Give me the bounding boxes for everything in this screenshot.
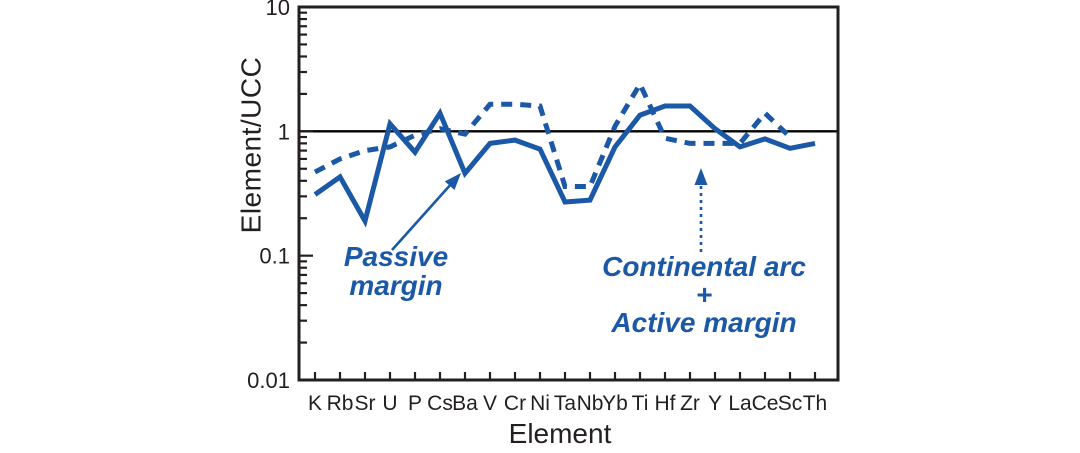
passive-margin-arrow bbox=[391, 173, 461, 251]
y-tick-label: 10 bbox=[266, 0, 290, 20]
x-tick-label-Y: Y bbox=[708, 392, 722, 415]
annotation-continental-arc-line2: + bbox=[695, 279, 713, 310]
annotation-passive-margin: Passive margin bbox=[330, 242, 462, 300]
x-tick-label-Th: Th bbox=[803, 392, 828, 415]
x-tick-label-Yb: Yb bbox=[602, 392, 628, 415]
annotation-continental-arc-line3: Active margin bbox=[611, 307, 797, 338]
x-tick-label-Ba: Ba bbox=[452, 392, 478, 415]
x-tick-label-Ni: Ni bbox=[530, 392, 550, 415]
x-axis-title: Element bbox=[508, 418, 612, 449]
x-tick-label-Ti: Ti bbox=[632, 392, 649, 415]
x-tick-label-Zr: Zr bbox=[680, 392, 700, 415]
x-tick-label-Rb: Rb bbox=[327, 392, 354, 415]
x-tick-label-Cr: Cr bbox=[504, 392, 526, 415]
passive-margin-arrow-head bbox=[444, 173, 461, 190]
y-axis-ticks bbox=[299, 5, 313, 382]
x-tick-label-U: U bbox=[382, 392, 397, 415]
y-axis-tick-labels: 10 1 0.1 0.01 bbox=[247, 0, 290, 393]
annotation-passive-margin-line1: Passive bbox=[343, 241, 449, 272]
x-tick-label-Cs: Cs bbox=[427, 392, 453, 415]
annotation-continental-arc-line1: Continental arc bbox=[602, 251, 806, 282]
y-tick-label: 1 bbox=[278, 119, 290, 144]
y-tick-label: 0.1 bbox=[259, 244, 290, 269]
passive-margin-line bbox=[313, 103, 816, 228]
x-tick-label-Ce: Ce bbox=[752, 392, 779, 415]
continental-arc-line bbox=[313, 78, 792, 189]
continental-arc-arrow bbox=[694, 168, 708, 252]
annotation-continental-arc: Continental arc + Active margin bbox=[588, 253, 820, 337]
x-tick-label-Sc: Sc bbox=[778, 392, 803, 415]
x-tick-label-K: K bbox=[308, 392, 322, 415]
x-tick-label-Sr: Sr bbox=[355, 392, 376, 415]
x-axis-ticks bbox=[313, 372, 817, 380]
y-tick-label: 0.01 bbox=[247, 368, 290, 393]
annotation-passive-margin-line2: margin bbox=[349, 270, 443, 301]
y-axis-title: Element/UCC bbox=[235, 56, 267, 234]
x-tick-label-V: V bbox=[483, 392, 497, 415]
x-tick-label-P: P bbox=[408, 392, 422, 415]
x-tick-label-Hf: Hf bbox=[655, 392, 676, 415]
x-tick-label-La: La bbox=[728, 392, 752, 415]
x-tick-label-Nb: Nb bbox=[577, 392, 604, 415]
continental-arc-arrow-head bbox=[694, 168, 708, 185]
x-tick-label-Ta: Ta bbox=[554, 392, 577, 415]
plot-frame bbox=[297, 5, 840, 382]
